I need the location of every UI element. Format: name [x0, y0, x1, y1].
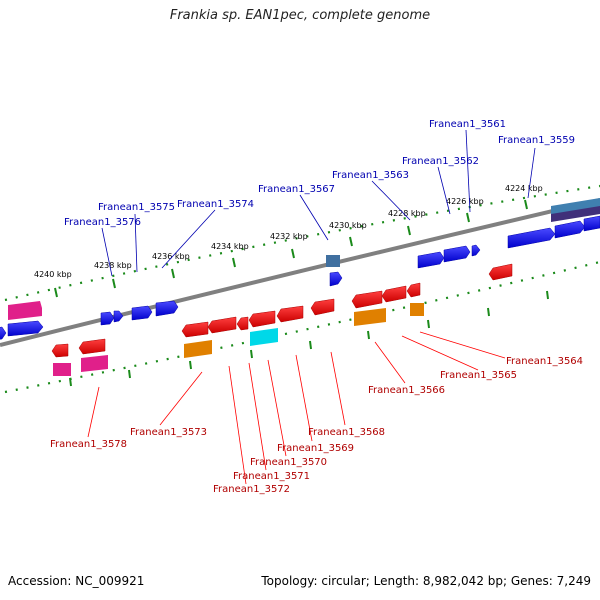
- gene-label[interactable]: Franean1_3562: [402, 156, 479, 167]
- tick-label: 4232 kbp: [270, 232, 308, 241]
- reverse-label-connectors: [87, 331, 506, 485]
- forward-label-connectors: [101, 129, 536, 277]
- forward-gene[interactable]: [471, 244, 481, 257]
- forward-rna-feature[interactable]: [8, 301, 42, 320]
- genome-title: Frankia sp. EAN1pec, complete genome: [169, 8, 431, 23]
- reverse-rna-feature[interactable]: [250, 328, 278, 346]
- tick-label: 4234 kbp: [211, 242, 249, 251]
- gene-label[interactable]: Franean1_3578: [50, 439, 127, 450]
- forward-gene[interactable]: [100, 311, 115, 326]
- reverse-rna-feature[interactable]: [81, 355, 108, 372]
- gene-label[interactable]: Franean1_3572: [213, 484, 290, 495]
- forward-gene[interactable]: [113, 310, 124, 323]
- reverse-gene[interactable]: [381, 285, 407, 303]
- forward-rna-feature[interactable]: [326, 255, 340, 267]
- genome-summary-text: Topology: circular; Length: 8,982,042 bp…: [261, 574, 591, 588]
- forward-gene[interactable]: [0, 326, 7, 340]
- lower-major-ticks: [69, 290, 549, 387]
- forward-rna-feature[interactable]: [551, 206, 600, 222]
- gene-label[interactable]: Franean1_3571: [233, 471, 310, 482]
- forward-gene[interactable]: [554, 220, 586, 239]
- gene-label[interactable]: Franean1_3561: [429, 119, 506, 130]
- forward-gene[interactable]: [329, 271, 343, 287]
- forward-gene[interactable]: [131, 305, 153, 321]
- gene-label[interactable]: Franean1_3569: [277, 443, 354, 454]
- reverse-gene[interactable]: [236, 316, 249, 331]
- reverse-gene[interactable]: [276, 305, 304, 323]
- forward-gene[interactable]: [417, 251, 445, 269]
- gene-label[interactable]: Franean1_3573: [130, 427, 207, 438]
- reverse-gene[interactable]: [488, 263, 513, 281]
- reverse-rna-feature[interactable]: [53, 363, 71, 376]
- gene-label[interactable]: Franean1_3559: [498, 135, 575, 146]
- forward-gene[interactable]: [155, 300, 179, 317]
- forward-gene[interactable]: [443, 245, 471, 263]
- gene-label[interactable]: Franean1_3566: [368, 385, 445, 396]
- accession-text: Accession: NC_009921: [8, 574, 145, 588]
- reverse-gene[interactable]: [310, 298, 335, 316]
- forward-gene[interactable]: [7, 320, 44, 337]
- forward-gene[interactable]: [583, 215, 600, 232]
- tick-label: 4228 kbp: [388, 209, 426, 218]
- gene-label[interactable]: Franean1_3574: [177, 199, 254, 210]
- tick-label: 4238 kbp: [94, 261, 132, 270]
- gene-label[interactable]: Franean1_3565: [440, 370, 517, 381]
- upper-major-ticks: [54, 199, 528, 298]
- tick-label: 4236 kbp: [152, 252, 190, 261]
- reverse-gene[interactable]: [181, 321, 209, 338]
- reverse-rna-feature[interactable]: [410, 303, 424, 316]
- forward-gene[interactable]: [507, 227, 556, 249]
- reverse-gene[interactable]: [78, 338, 106, 355]
- reverse-rna-feature[interactable]: [184, 340, 212, 358]
- tick-label: 4230 kbp: [329, 221, 367, 230]
- reverse-gene[interactable]: [406, 282, 421, 298]
- forward-cds-group: [0, 215, 600, 340]
- gene-label[interactable]: Franean1_3564: [506, 356, 583, 367]
- gene-label[interactable]: Franean1_3567: [258, 184, 335, 195]
- reverse-cds-group: [51, 263, 513, 358]
- genome-backbone: [0, 198, 600, 347]
- gene-label[interactable]: Franean1_3563: [332, 170, 409, 181]
- reverse-gene[interactable]: [248, 310, 276, 328]
- gene-label[interactable]: Franean1_3568: [308, 427, 385, 438]
- reverse-gene[interactable]: [207, 316, 237, 334]
- tick-label: 4226 kbp: [446, 197, 484, 206]
- reverse-gene[interactable]: [51, 343, 69, 358]
- tick-label: 4240 kbp: [34, 270, 72, 279]
- gene-label[interactable]: Franean1_3576: [64, 217, 141, 228]
- reverse-rna-feature[interactable]: [354, 308, 386, 326]
- tick-label: 4224 kbp: [505, 184, 543, 193]
- gene-label[interactable]: Franean1_3575: [98, 202, 175, 213]
- reverse-gene[interactable]: [351, 290, 383, 309]
- gene-label[interactable]: Franean1_3570: [250, 457, 327, 468]
